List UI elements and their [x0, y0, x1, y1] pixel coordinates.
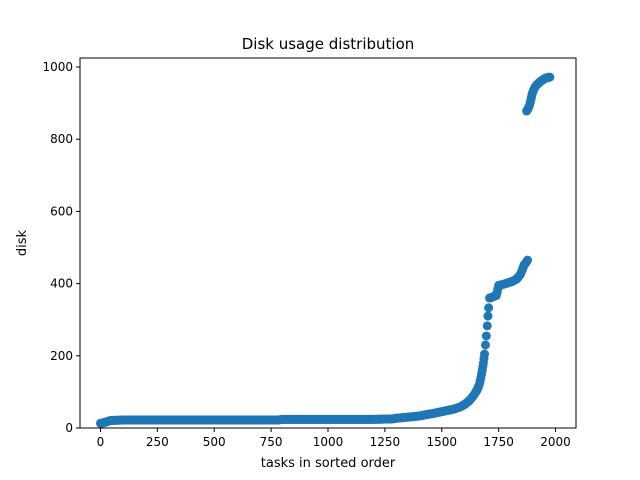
data-point — [484, 303, 494, 313]
y-tick-label: 200 — [50, 349, 73, 363]
y-tick-label: 600 — [50, 204, 73, 218]
y-tick-label: 1000 — [42, 60, 73, 74]
x-tick-label: 0 — [97, 435, 105, 449]
y-tick-label: 800 — [50, 132, 73, 146]
x-tick-label: 2000 — [540, 435, 571, 449]
y-axis-label: disk — [15, 229, 30, 256]
x-axis-label: tasks in sorted order — [261, 456, 396, 471]
data-point — [523, 255, 533, 265]
x-tick-label: 750 — [260, 435, 283, 449]
data-point — [482, 321, 492, 331]
x-tick-label: 1750 — [483, 435, 514, 449]
x-axis-ticks: 0 250 500 750 1000 1250 1500 1750 2000 — [97, 428, 571, 449]
data-point — [481, 331, 491, 341]
x-tick-label: 1500 — [426, 435, 457, 449]
plot-frame — [79, 57, 577, 429]
data-point — [480, 349, 490, 359]
y-tick-label: 400 — [50, 277, 73, 291]
x-tick-label: 1000 — [313, 435, 344, 449]
x-tick-label: 500 — [203, 435, 226, 449]
data-point — [545, 72, 555, 82]
data-point — [483, 311, 493, 321]
data-point — [480, 340, 490, 350]
y-tick-label: 0 — [65, 421, 73, 435]
y-axis-ticks: 0 200 400 600 800 1000 — [42, 60, 80, 435]
x-tick-label: 1250 — [370, 435, 401, 449]
x-tick-label: 250 — [146, 435, 169, 449]
scatter-points — [95, 72, 555, 428]
chart-title: Disk usage distribution — [242, 35, 415, 53]
